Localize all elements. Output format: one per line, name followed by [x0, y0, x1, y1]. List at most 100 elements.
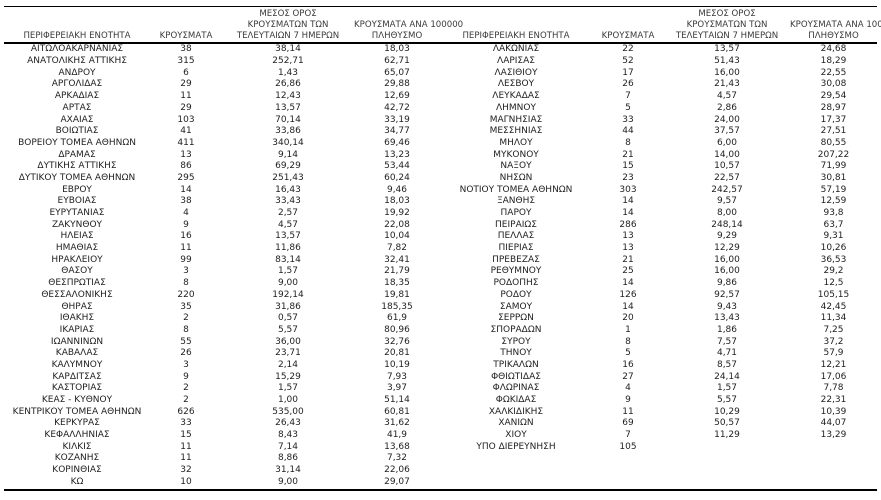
cell-avg7: 16,43	[275, 184, 301, 195]
cell-region: ΠΙΕΡΙΑΣ	[498, 243, 534, 254]
table-row: ΚΟΖΑΝΗΣ 11 8,86 7,32	[4, 453, 440, 465]
table-row: ΜΕΣΣΗΝΙΑΣ 44 37,57 27,51	[440, 126, 877, 138]
cell-region: ΑΝΑΤΟΛΙΚΗΣ ΑΤΤΙΚΗΣ	[27, 56, 127, 67]
cell-cases: 11	[180, 453, 192, 464]
column-header-avg7-line3: ΤΕΛΕΥΤΑΙΩΝ 7 ΗΜΕΡΩΝ	[236, 30, 340, 41]
column-header-per100k-line2: ΠΛΗΘΥΣΜΟ	[808, 30, 859, 41]
cell-region: ΛΑΡΙΣΑΣ	[497, 56, 535, 67]
cell-per100k: 29,54	[820, 91, 847, 102]
cell-region: ΗΡΑΚΛΕΙΟΥ	[51, 254, 103, 265]
cell-per100k: 7,93	[386, 371, 408, 382]
cell-avg7: 8,00	[716, 208, 738, 219]
cell-cases: 14	[180, 184, 192, 195]
cell-region: ΡΕΘΥΜΝΟΥ	[490, 266, 542, 277]
cell-per100k: 27,51	[820, 126, 847, 137]
cell-region: ΛΗΜΝΟΥ	[495, 102, 536, 113]
cell-avg7: 69,29	[275, 161, 301, 172]
cell-per100k: 10,04	[384, 231, 410, 242]
cell-cases: 14	[622, 278, 634, 289]
cell-region: ΚΙΛΚΙΣ	[62, 441, 92, 452]
cell-cases: 105	[619, 441, 637, 452]
table-row: ΚΙΛΚΙΣ 11 7,14 13,68	[4, 442, 440, 454]
cell-per100k: 10,19	[384, 359, 410, 370]
cell-cases: 411	[177, 137, 195, 148]
cell-cases: 69	[622, 418, 634, 429]
cell-per100k: 62,71	[384, 56, 410, 67]
cell-region: ΛΕΣΒΟΥ	[497, 79, 535, 90]
cell-cases: 626	[177, 406, 195, 417]
table-row: ΕΒΡΟΥ 14 16,43 9,46	[4, 185, 440, 197]
cell-avg7: 4,57	[716, 91, 738, 102]
cell-region: ΙΚΑΡΙΑΣ	[59, 324, 95, 335]
cell-region: ΑΡΚΑΔΙΑΣ	[54, 91, 100, 102]
table-row: ΘΕΣΠΡΩΤΙΑΣ 8 9,00 18,35	[4, 278, 440, 290]
table-row: ΒΟΙΩΤΙΑΣ 41 33,86 34,77	[4, 126, 440, 138]
cell-per100k: 10,39	[820, 406, 847, 417]
cell-avg7: 14,00	[714, 149, 740, 160]
table-row: ΔΥΤΙΚΗΣ ΑΤΤΙΚΗΣ 86 69,29 53,44	[4, 161, 440, 173]
cell-region: ΖΑΚΥΝΘΟΥ	[51, 219, 103, 230]
cell-avg7: 192,14	[272, 289, 304, 300]
table-row: ΑΡΤΑΣ 29 13,57 42,72	[4, 103, 440, 115]
cell-region: ΜΗΛΟΥ	[499, 137, 533, 148]
cell-avg7: 83,14	[275, 254, 301, 265]
cell-cases: 35	[180, 301, 192, 312]
column-header-avg7-line3: ΤΕΛΕΥΤΑΙΩΝ 7 ΗΜΕΡΩΝ	[675, 30, 779, 41]
table-row: ΣΠΟΡΑΔΩΝ 1 1,86 7,25	[440, 325, 877, 337]
cell-avg7: 13,43	[714, 313, 740, 324]
cell-cases: 33	[180, 418, 192, 429]
table-row: ΚΑΛΥΜΝΟΥ 3 2,14 10,19	[4, 360, 440, 372]
cell-avg7: 340,14	[272, 137, 304, 148]
regional-cases-table-right: ΠΕΡΙΦΕΡΕΙΑΚΗ ΕΝΟΤΗΤΑ ΚΡΟΥΣΜΑΤΑ ΜΕΣΟΣ ΟΡΟ…	[440, 7, 881, 453]
table-row: ΖΑΚΥΝΘΟΥ 9 4,57 22,08	[4, 220, 440, 232]
cell-region: ΚΕΝΤΡΙΚΟΥ ΤΟΜΕΑ ΑΘΗΝΩΝ	[12, 406, 142, 417]
table-row: ΧΑΛΚΙΔΙΚΗΣ 11 10,29 10,39	[440, 407, 877, 419]
cell-region: ΗΜΑΘΙΑΣ	[55, 243, 99, 254]
table-row: ΚΟΡΙΝΘΙΑΣ 32 31,14 22,06	[4, 465, 440, 477]
cell-region: ΠΑΡΟΥ	[500, 208, 532, 219]
cell-cases: 303	[619, 184, 637, 195]
cell-cases: 8	[625, 336, 631, 347]
table-row: ΡΟΔΟΠΗΣ 14 9,86 12,5	[440, 278, 877, 290]
cell-region: ΜΑΓΝΗΣΙΑΣ	[489, 114, 543, 125]
cell-region: ΘΕΣΣΑΛΟΝΙΚΗΣ	[41, 289, 113, 300]
cell-region: ΣΕΡΡΩΝ	[498, 313, 534, 324]
cell-region: ΤΡΙΚΑΛΩΝ	[493, 359, 539, 370]
table-row: ΜΑΓΝΗΣΙΑΣ 33 24,00 17,37	[440, 115, 877, 127]
cell-per100k: 7,32	[386, 453, 408, 464]
column-header-avg7-line1: ΜΕΣΟΣ ΟΡΟΣ	[698, 9, 756, 19]
cell-avg7: 1,00	[277, 395, 299, 406]
cell-region: ΝΟΤΙΟΥ ΤΟΜΕΑ ΑΘΗΝΩΝ	[459, 184, 573, 195]
cell-region: ΣΠΟΡΑΔΩΝ	[490, 324, 542, 335]
cell-avg7: 2,57	[277, 208, 299, 219]
cell-avg7: 13,57	[275, 231, 301, 242]
cell-avg7: 36,00	[275, 336, 301, 347]
table-row: ΑΝΔΡΟΥ 6 1,43 65,07	[4, 68, 440, 80]
cell-per100k: 51,14	[384, 395, 410, 406]
cell-avg7: 51,43	[714, 56, 740, 67]
table-row: ΣΑΜΟΥ 14 9,43 42,45	[440, 302, 877, 314]
column-header-region-label: ΠΕΡΙΦΕΡΕΙΑΚΗ ΕΝΟΤΗΤΑ	[462, 30, 570, 41]
cell-region: ΤΗΝΟΥ	[500, 348, 532, 359]
cell-avg7: 7,57	[716, 336, 738, 347]
cell-per100k: 207,22	[817, 149, 850, 160]
table-row: ΕΥΒΟΙΑΣ 38 33,43 18,03	[4, 196, 440, 208]
table-row: ΤΗΝΟΥ 5 4,71 57,9	[440, 348, 877, 360]
cell-avg7: 10,57	[714, 161, 740, 172]
cell-cases: 11	[180, 91, 192, 102]
cell-per100k: 22,55	[820, 67, 847, 78]
cell-region: ΜΕΣΣΗΝΙΑΣ	[489, 126, 543, 137]
column-header-per100k: ΚΡΟΥΣΜΑΤΑ ΑΝΑ 100000 ΠΛΗΘΥΣΜΟ	[354, 7, 464, 45]
table-row: ΔΡΑΜΑΣ 13 9,14 13,23	[4, 150, 440, 162]
column-header-per100k-line1: ΚΡΟΥΣΜΑΤΑ ΑΝΑ 100000	[354, 19, 464, 30]
cell-region: ΘΑΣΟΥ	[61, 266, 93, 277]
cell-per100k: 7,25	[823, 324, 844, 335]
table-row: ΚΑΒΑΛΑΣ 26 23,71 20,81	[4, 348, 440, 360]
table-row: ΗΡΑΚΛΕΙΟΥ 99 83,14 32,41	[4, 255, 440, 267]
cell-per100k: 3,97	[386, 383, 408, 394]
table-row: ΜΥΚΟΝΟΥ 21 14,00 207,22	[440, 150, 877, 162]
cell-cases: 8	[183, 324, 189, 335]
cell-cases: 2	[183, 395, 189, 406]
cell-avg7: 9,00	[277, 278, 299, 289]
cell-avg7: 11,29	[714, 430, 740, 441]
